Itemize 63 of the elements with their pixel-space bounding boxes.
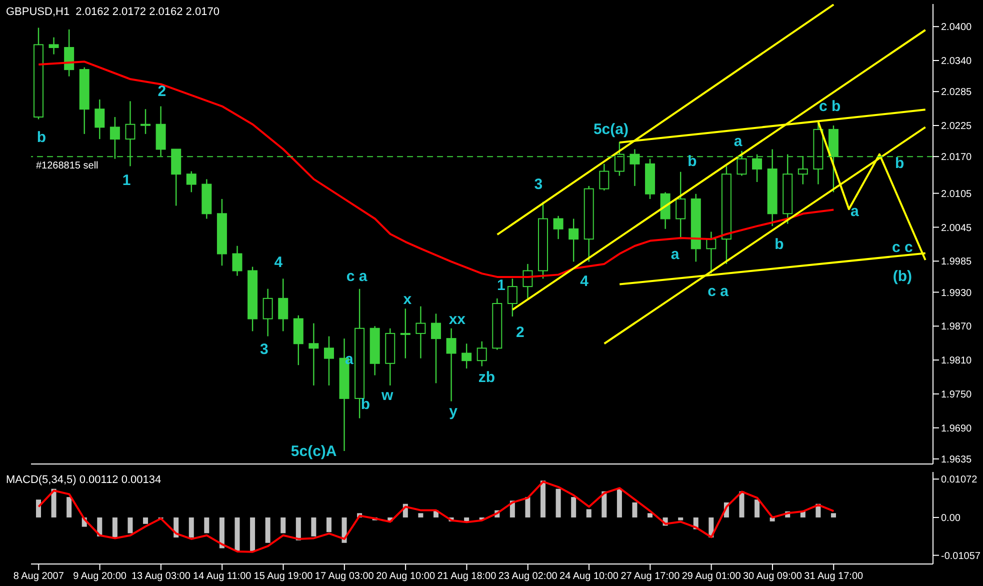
y-tick-label: 0.00 (941, 513, 961, 524)
annotation: b (774, 236, 784, 253)
x-tick-label: 17 Aug 03:00 (314, 571, 374, 582)
x-tick-label: 20 Aug 10:00 (376, 571, 436, 582)
x-tick-label: 31 Aug 17:00 (804, 571, 864, 582)
annotation: b (36, 129, 46, 146)
x-tick-label: 29 Aug 01:00 (682, 571, 742, 582)
annotation: b (688, 153, 697, 170)
annotation: 3 (534, 176, 543, 193)
x-tick-label: 30 Aug 09:00 (743, 571, 802, 582)
x-tick-label: 9 Aug 20:00 (73, 571, 127, 582)
annotation: 2 (158, 83, 166, 100)
annotation: 1 (496, 277, 506, 294)
x-tick-label: 23 Aug 02:00 (498, 571, 558, 582)
x-tick-label: 21 Aug 18:00 (437, 571, 497, 582)
annotation: 5c(a) (593, 121, 628, 138)
annotation: c a (346, 268, 368, 285)
chart-title: MACD(5,34,5) 0.00112 0.00134 (6, 474, 162, 486)
y-tick-label: 2.0285 (941, 87, 972, 98)
y-tick-label: 2.0340 (941, 56, 972, 68)
ref-line-label: #1268815 sell (36, 160, 98, 172)
y-tick-label: 1.9870 (941, 322, 972, 333)
annotation: 3 (260, 341, 268, 358)
y-tick-label: 1.9810 (941, 356, 972, 367)
y-tick-label: 2.0045 (941, 222, 972, 234)
chart-title: GBPUSD,H1 2.0162 2.0172 2.0162 2.0170 (6, 6, 220, 18)
y-tick-label: 2.0105 (941, 188, 972, 200)
annotation: a (734, 133, 742, 150)
x-tick-label: 15 Aug 19:00 (254, 571, 314, 582)
x-tick-label: 13 Aug 03:00 (131, 571, 191, 582)
annotation: x (403, 291, 412, 308)
annotation: a (850, 203, 859, 220)
annotation: 5c(c)A (290, 443, 337, 460)
annotation: b (360, 396, 370, 413)
x-tick-label: 8 Aug 2007 (13, 571, 64, 582)
annotation: 4 (274, 254, 283, 271)
y-tick-label: 1.9635 (941, 454, 972, 466)
annotation: c a (708, 283, 728, 300)
y-tick-label: 2.0400 (941, 22, 972, 34)
annotation: c b (818, 98, 841, 115)
y-tick-label: 1.9690 (941, 423, 972, 434)
annotation: 1 (122, 172, 131, 189)
y-tick-label: 0.01072 (941, 474, 978, 486)
y-tick-label: 1.9750 (941, 389, 972, 400)
x-tick-label: 14 Aug 11:00 (193, 571, 252, 582)
y-tick-label: 2.0225 (941, 121, 972, 132)
x-tick-label: 24 Aug 10:00 (560, 571, 619, 582)
y-tick-label: 1.9930 (941, 288, 972, 299)
annotation: 2 (516, 324, 524, 341)
x-tick-label: 27 Aug 17:00 (620, 571, 680, 582)
y-tick-label: -0.01057 (941, 550, 981, 562)
annotation: (b) (892, 268, 912, 285)
annotation: b (894, 155, 904, 172)
annotation: w (382, 387, 394, 404)
annotation: 4 (580, 273, 588, 290)
annotation: zb (478, 369, 496, 386)
annotation: c c (892, 239, 913, 256)
annotation: xx (448, 311, 466, 328)
annotation: y (449, 403, 458, 420)
annotation: a (345, 351, 354, 368)
annotation: a (670, 246, 680, 263)
y-tick-label: 2.0170 (941, 152, 972, 164)
y-tick-label: 1.9985 (941, 256, 972, 268)
